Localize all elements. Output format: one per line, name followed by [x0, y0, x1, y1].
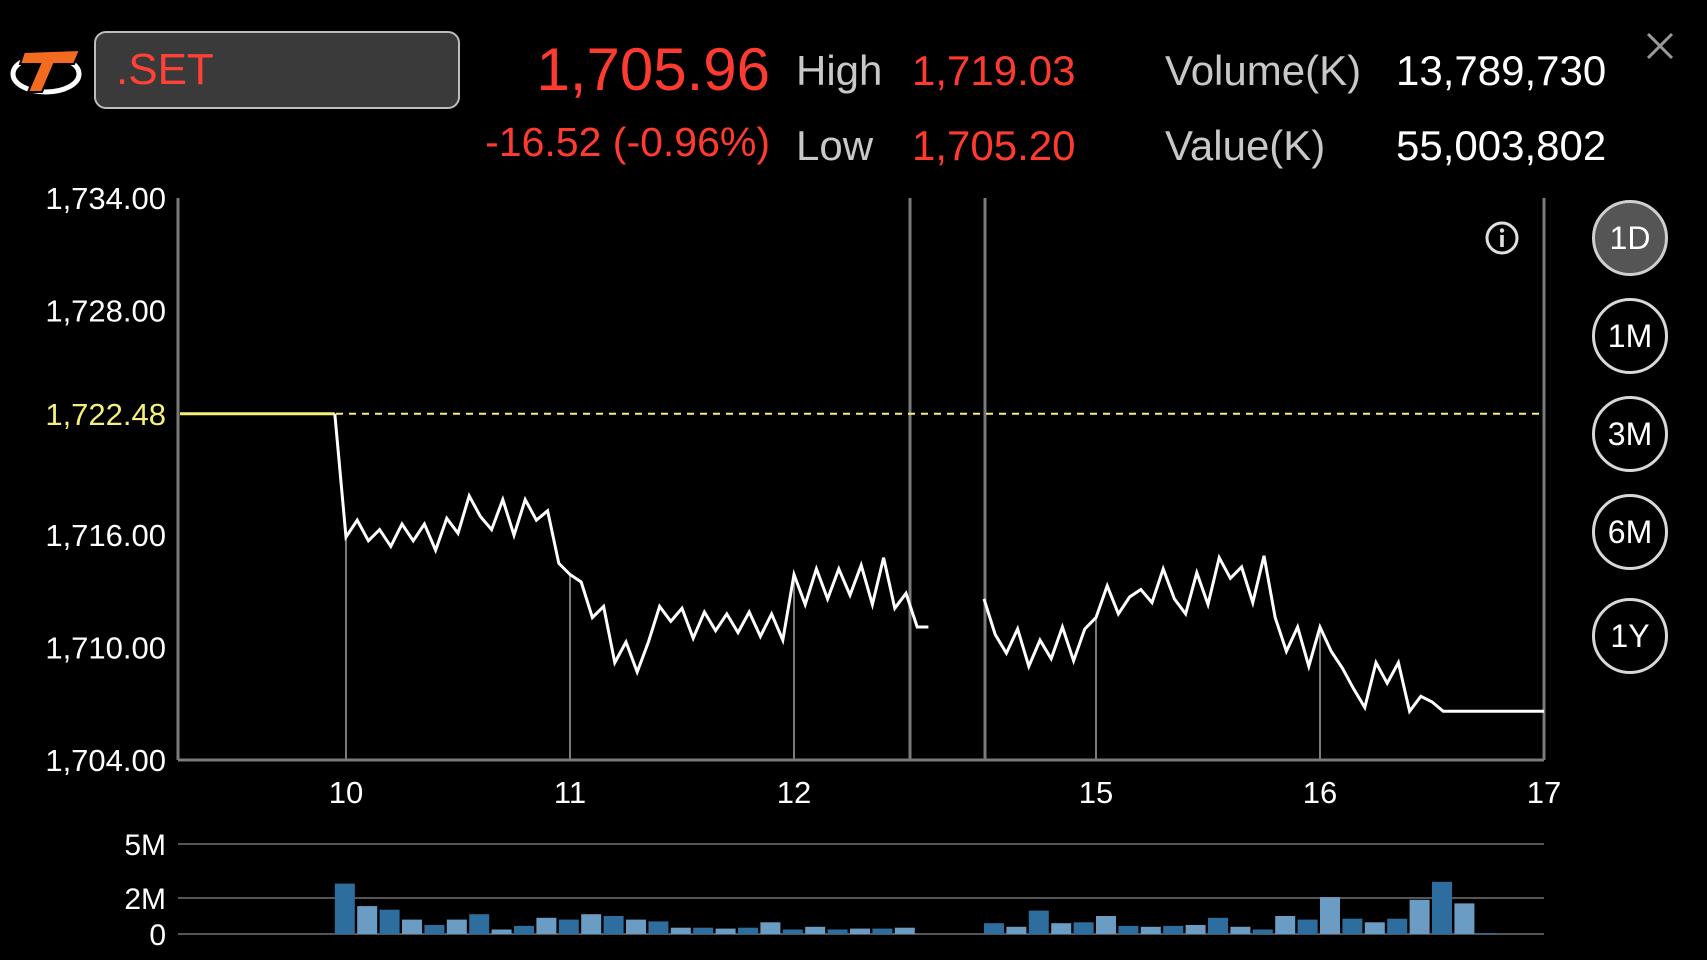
volume-bar — [1208, 917, 1228, 934]
volume-bar — [1409, 899, 1430, 934]
volume-bar — [1387, 918, 1408, 934]
volume-bar — [357, 906, 378, 934]
high-value: 1,719.03 — [912, 47, 1076, 94]
volume-bar — [1096, 916, 1116, 934]
x-tick-label: 16 — [1303, 775, 1337, 810]
y-tick-label: 1,710.00 — [45, 631, 166, 666]
volume-bar — [1252, 929, 1273, 934]
price-change: -16.52 (-0.96%) — [485, 119, 770, 165]
volume-tick-label: 0 — [149, 919, 166, 952]
volume-bar — [827, 929, 848, 934]
x-tick-label: 15 — [1079, 775, 1113, 810]
volume-bar — [379, 909, 400, 934]
volume-bar — [693, 927, 714, 934]
y-tick-label: 1,722.48 — [45, 397, 166, 432]
volume-bar — [626, 919, 646, 934]
volume-bar — [872, 928, 893, 934]
low-value: 1,705.20 — [912, 122, 1076, 169]
y-tick-label: 1,728.00 — [45, 293, 166, 328]
volume-label: Volume(K) — [1165, 47, 1362, 94]
period-button-1y[interactable]: 1Y — [1592, 598, 1668, 674]
volume-bar — [648, 921, 669, 934]
y-tick-label: 1,704.00 — [45, 743, 166, 778]
period-button-6m[interactable]: 6M — [1592, 494, 1668, 570]
value-value: 55,003,802 — [1396, 122, 1607, 169]
volume-bar — [1163, 925, 1184, 934]
volume-bar — [1028, 910, 1049, 934]
period-button-1d[interactable]: 1D — [1592, 200, 1668, 276]
volume-tick-label: 5M — [124, 829, 166, 862]
price-line-afternoon — [982, 553, 1544, 715]
volume-bar — [1140, 926, 1161, 934]
value-label: Value(K) — [1165, 122, 1326, 169]
volume-bar — [603, 916, 624, 934]
volume-bar — [782, 929, 803, 934]
volume-bar — [1432, 881, 1452, 934]
volume-bar — [536, 917, 557, 934]
volume-bar — [581, 914, 602, 934]
high-label: High — [796, 47, 883, 94]
x-tick-label: 11 — [554, 775, 586, 810]
volume-bar — [1320, 897, 1340, 934]
y-tick-label: 1,716.00 — [45, 518, 166, 553]
x-tick-label: 17 — [1527, 775, 1561, 810]
volume-bar — [894, 927, 915, 934]
symbol-text: .SET — [116, 45, 214, 94]
volume-bar — [1051, 923, 1072, 934]
volume-bar — [760, 922, 781, 934]
volume-bar — [1006, 926, 1027, 934]
volume-bar — [670, 927, 691, 934]
price-line-morning — [333, 413, 929, 677]
volume-tick-label: 2M — [124, 883, 166, 916]
volume-bar — [805, 926, 826, 934]
close-icon[interactable] — [1642, 28, 1678, 64]
volume-bar — [1297, 919, 1318, 934]
period-button-1m[interactable]: 1M — [1592, 298, 1668, 374]
volume-bar — [984, 923, 1004, 934]
x-tick-label: 10 — [329, 775, 363, 810]
volume-bar — [558, 919, 579, 934]
volume-bar — [1342, 918, 1363, 934]
volume-bar — [715, 928, 736, 934]
volume-bar — [1275, 916, 1296, 934]
low-label: Low — [796, 122, 874, 169]
volume-bar — [850, 928, 870, 934]
volume-bar — [1073, 922, 1094, 934]
volume-bar — [1118, 925, 1139, 934]
y-tick-label: 1,734.00 — [45, 181, 166, 216]
x-tick-label: 12 — [777, 775, 811, 810]
volume-bar — [469, 914, 490, 934]
volume-bar — [1454, 903, 1475, 934]
info-icon[interactable] — [1484, 220, 1520, 256]
volume-value: 13,789,730 — [1396, 47, 1607, 94]
volume-bar — [491, 929, 512, 934]
volume-bar — [1364, 922, 1385, 934]
volume-bar — [1230, 926, 1251, 934]
last-price: 1,705.96 — [536, 36, 770, 103]
volume-bar — [446, 919, 467, 934]
brand-logo-icon — [10, 48, 82, 95]
volume-bar — [514, 925, 534, 934]
volume-bar — [424, 925, 445, 934]
period-button-3m[interactable]: 3M — [1592, 396, 1668, 472]
volume-bar — [1476, 933, 1497, 935]
volume-bar — [402, 919, 422, 934]
volume-bar — [738, 927, 758, 934]
volume-bar — [1185, 925, 1206, 934]
volume-bar — [334, 883, 355, 934]
symbol-input[interactable]: .SET — [94, 31, 460, 109]
